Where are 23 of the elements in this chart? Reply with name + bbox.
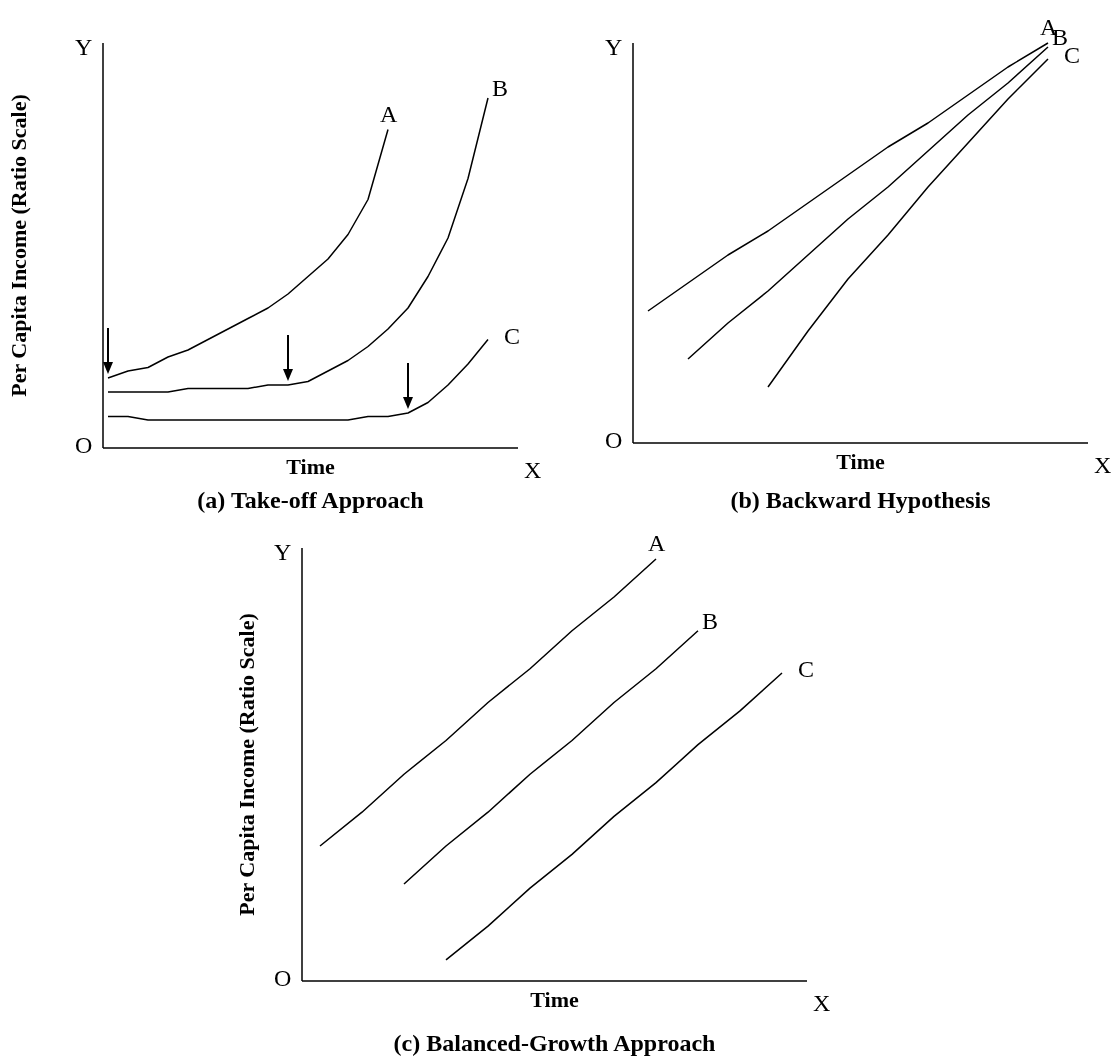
- x-axis-title: Time: [286, 454, 335, 479]
- series-label: C: [504, 322, 521, 349]
- text: (c) Balanced-Growth Approach: [393, 1030, 716, 1056]
- series-label: B: [702, 607, 719, 634]
- text: (a) Take-off Approach: [197, 487, 424, 513]
- text: O: [274, 965, 292, 991]
- y-axis-title: Per Capita Income (Ratio Scale): [6, 94, 31, 397]
- text: X: [1094, 452, 1112, 478]
- series-label: A: [380, 100, 398, 127]
- text: Y: [75, 34, 93, 60]
- series-label: A: [648, 530, 666, 556]
- y-axis-title: Per Capita Income (Ratio Scale): [234, 613, 259, 916]
- text: O: [605, 427, 623, 453]
- text: (b) Backward Hypothesis: [730, 487, 991, 513]
- text: X: [524, 457, 542, 483]
- series-label: C: [798, 655, 815, 682]
- text: Y: [274, 539, 292, 565]
- series-label: B: [492, 75, 509, 101]
- x-axis-title: Time: [530, 987, 579, 1012]
- text: Y: [605, 34, 623, 60]
- text: X: [813, 990, 831, 1016]
- x-axis-title: Time: [836, 449, 885, 474]
- text: O: [75, 432, 93, 458]
